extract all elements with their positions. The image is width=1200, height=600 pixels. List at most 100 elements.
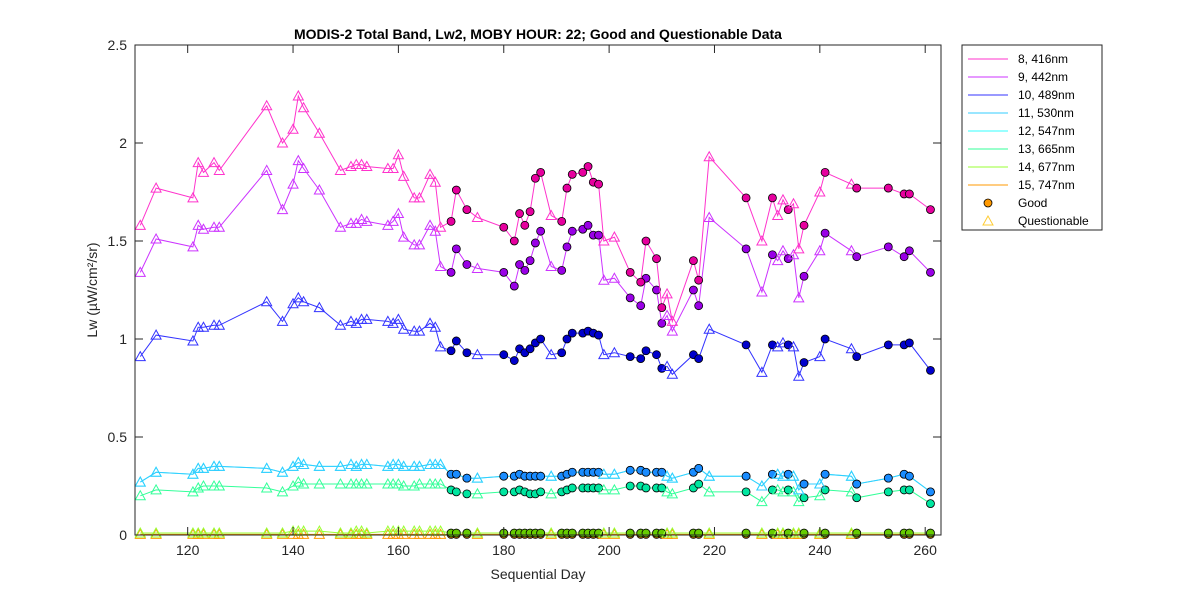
questionable-point xyxy=(355,158,368,170)
good-point xyxy=(657,483,667,493)
questionable-point xyxy=(260,528,273,539)
good-point xyxy=(462,528,472,538)
x-tick-label: 260 xyxy=(914,542,938,558)
good-point xyxy=(567,328,577,338)
good-point xyxy=(741,340,751,350)
questionable-point xyxy=(597,527,610,538)
questionable-point xyxy=(360,313,373,324)
good-point xyxy=(820,167,830,177)
good-point xyxy=(625,267,635,277)
questionable-point xyxy=(345,527,357,538)
questionable-point xyxy=(771,254,784,266)
good-point xyxy=(641,236,651,246)
legend-label: 10, 489nm xyxy=(1018,88,1075,102)
questionable-point xyxy=(545,527,558,538)
questionable-point xyxy=(597,348,610,360)
questionable-point xyxy=(413,325,426,336)
questionable-point xyxy=(276,485,289,497)
legend-label: Questionable xyxy=(1018,214,1089,228)
good-point xyxy=(462,473,472,483)
questionable-point xyxy=(756,528,768,539)
questionable-point xyxy=(756,234,768,246)
good-point xyxy=(783,205,793,215)
questionable-point xyxy=(287,297,299,309)
questionable-point xyxy=(387,162,399,173)
good-point xyxy=(799,493,809,503)
questionable-point xyxy=(287,178,299,189)
questionable-point xyxy=(777,244,789,256)
x-tick-label: 140 xyxy=(281,542,305,558)
good-point xyxy=(799,479,809,489)
questionable-point xyxy=(661,360,673,371)
good-point xyxy=(820,334,830,344)
good-point xyxy=(768,340,777,350)
y-axis: 0 0.5 1 1.5 2 2.5 xyxy=(108,37,941,543)
y-tick-label: 2 xyxy=(119,135,127,151)
good-point xyxy=(799,271,809,281)
questionable-point xyxy=(792,242,805,254)
questionable-point xyxy=(382,525,394,536)
good-point xyxy=(462,260,472,269)
questionable-point xyxy=(661,309,673,320)
good-point xyxy=(820,528,830,538)
good-point xyxy=(904,189,914,199)
questionable-point xyxy=(355,213,368,224)
questionable-point xyxy=(392,148,405,160)
questionable-point xyxy=(408,479,421,491)
good-point xyxy=(820,469,830,479)
good-point xyxy=(694,463,704,473)
questionable-point xyxy=(845,485,858,497)
questionable-point xyxy=(703,470,716,481)
questionable-point xyxy=(187,485,199,497)
questionable-point xyxy=(413,528,426,539)
questionable-point xyxy=(424,168,436,179)
good-point xyxy=(768,250,777,260)
series-0 xyxy=(134,89,935,326)
questionable-point xyxy=(208,221,220,232)
good-point xyxy=(904,471,914,481)
questionable-point xyxy=(260,99,273,111)
good-point xyxy=(594,467,603,477)
questionable-point xyxy=(471,262,484,273)
questionable-point xyxy=(756,495,768,507)
questionable-point xyxy=(260,462,273,473)
questionable-point xyxy=(608,468,621,479)
legend-questionable-marker xyxy=(982,214,994,226)
x-tick-label: 220 xyxy=(703,542,727,558)
x-tick-label: 160 xyxy=(387,542,411,558)
good-point xyxy=(562,242,572,252)
good-point xyxy=(562,334,572,344)
x-axis: 120 140 160 180 200 220 240 260 xyxy=(176,45,937,558)
questionable-point xyxy=(360,160,373,172)
good-point xyxy=(768,193,777,203)
y-axis-label: Lw (µW/cm²/sr) xyxy=(84,242,100,337)
good-point xyxy=(741,528,751,538)
good-point xyxy=(852,493,862,503)
good-point xyxy=(567,528,577,538)
good-point xyxy=(594,230,603,240)
good-point xyxy=(625,352,635,362)
questionable-point xyxy=(392,478,405,489)
questionable-point xyxy=(187,468,199,479)
questionable-point xyxy=(276,315,289,326)
questionable-point xyxy=(276,466,289,477)
questionable-point xyxy=(292,476,305,487)
questionable-point xyxy=(397,460,410,471)
questionable-point xyxy=(545,487,558,499)
questionable-point xyxy=(813,244,826,256)
good-point xyxy=(536,167,546,177)
good-point xyxy=(883,183,893,193)
good-point xyxy=(451,244,461,254)
questionable-point xyxy=(313,460,326,471)
questionable-point xyxy=(756,366,768,377)
questionable-point xyxy=(313,478,326,489)
questionable-point xyxy=(197,527,210,538)
good-point xyxy=(694,479,704,489)
questionable-point xyxy=(276,527,289,538)
good-point xyxy=(694,354,704,364)
good-point xyxy=(462,348,472,358)
questionable-point xyxy=(545,209,558,221)
questionable-point xyxy=(813,350,826,362)
series-1 xyxy=(134,154,935,336)
questionable-point xyxy=(197,462,210,473)
